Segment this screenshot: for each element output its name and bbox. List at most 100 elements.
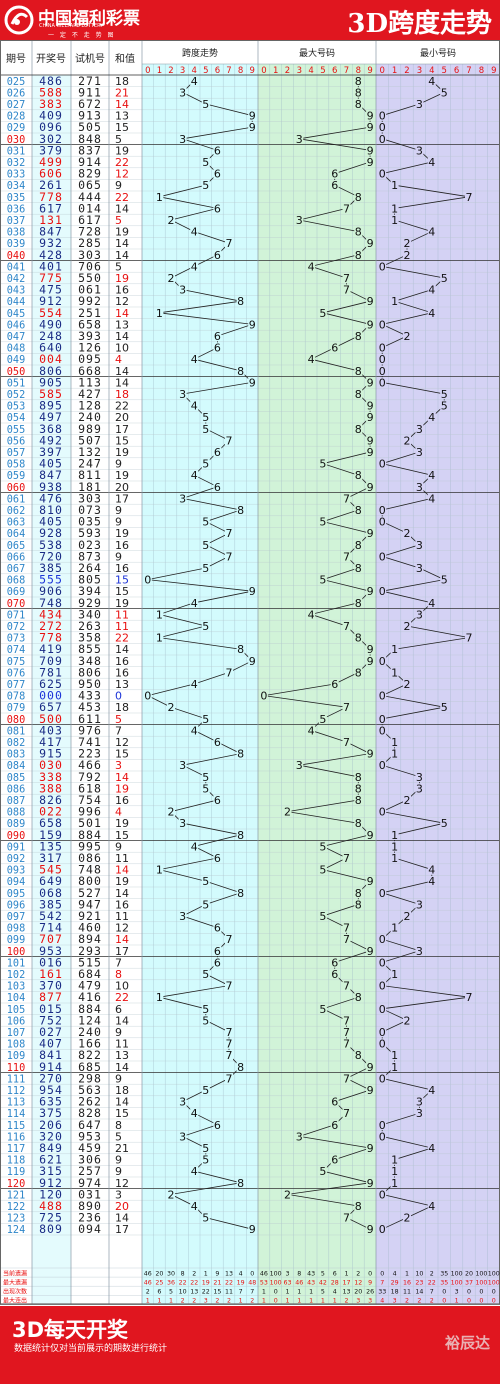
max-digit-mark: 5 (319, 1003, 326, 1016)
trial-number-cell: 453 (78, 700, 102, 714)
sum-cell: 19 (115, 446, 129, 459)
min-digit-mark: 1 (391, 748, 398, 761)
max-digit-mark: 6 (331, 342, 338, 355)
span-stat-value: 2 (181, 1298, 185, 1305)
sum-cell: 17 (115, 423, 129, 436)
period-cell: 119 (7, 1167, 25, 1178)
span-stat-value: 22 (179, 1279, 187, 1286)
trial-number-cell: 550 (78, 271, 102, 285)
draw-number-cell: 161 (39, 967, 63, 981)
period-cell: 083 (7, 750, 25, 761)
period-cell: 112 (7, 1086, 25, 1097)
span-digit-header: 3 (180, 66, 185, 76)
span-digit-mark: 3 (179, 133, 186, 146)
draw-number-cell: 720 (39, 549, 63, 563)
min-digit-mark: 3 (416, 782, 423, 795)
draw-number-cell: 635 (39, 1095, 63, 1109)
span-digit-mark: 5 (202, 516, 209, 529)
trial-number-cell: 128 (78, 399, 102, 413)
min-digit-mark: 0 (379, 980, 386, 993)
sum-cell: 18 (115, 701, 129, 714)
period-cell: 064 (7, 529, 25, 540)
min-digit-mark: 4 (428, 875, 435, 888)
sum-cell: 14 (115, 330, 129, 343)
trial-number-cell: 433 (78, 689, 102, 703)
max-digit-mark: 7 (343, 701, 350, 714)
span-stat-value: 2 (250, 1298, 254, 1305)
span-digit-mark: 5 (202, 1084, 209, 1097)
period-cell: 089 (7, 819, 25, 830)
period-cell: 043 (7, 286, 25, 297)
max-digit-mark: 9 (367, 144, 374, 157)
span-stat-value: 2 (227, 1298, 231, 1305)
period-cell: 091 (7, 842, 25, 853)
min-stat-value: 18 (391, 1289, 399, 1296)
period-cell: 088 (7, 808, 25, 819)
min-stat-value: 0 (479, 1289, 483, 1296)
max-digit-mark: 2 (284, 806, 291, 819)
sum-cell: 9 (115, 550, 122, 563)
min-stat-value: 100 (451, 1279, 463, 1286)
period-cell: 034 (7, 181, 25, 192)
min-stat-value: 4 (380, 1298, 384, 1305)
max-stat-value: 1 (285, 1298, 289, 1305)
span-stat-value: 36 (167, 1279, 175, 1286)
sum-cell: 14 (115, 237, 129, 250)
max-stat-value: 5 (321, 1270, 325, 1277)
sum-cell: 11 (115, 620, 129, 633)
span-stat-value: 1 (157, 1298, 161, 1305)
period-cell: 025 (7, 77, 25, 88)
min-stat-value: 3 (393, 1298, 397, 1305)
min-digit-mark: 0 (379, 1003, 386, 1016)
draw-number-cell: 383 (39, 97, 63, 111)
max-digit-mark: 8 (355, 86, 362, 99)
trial-number-cell: 728 (78, 225, 102, 239)
draw-number-cell: 649 (39, 874, 63, 888)
span-stat-value: 30 (167, 1270, 175, 1277)
draw-number-cell: 707 (39, 932, 63, 946)
draw-number-cell: 915 (39, 747, 63, 761)
span-stat-value: 1 (239, 1298, 243, 1305)
span-stat-value: 8 (181, 1270, 185, 1277)
max-digit-mark: 4 (308, 260, 315, 273)
max-digit-mark: 8 (355, 1200, 362, 1213)
max-digit-mark: 7 (343, 980, 350, 993)
span-digit-mark: 9 (249, 376, 256, 389)
draw-number-cell: 486 (39, 74, 63, 88)
draw-number-cell: 849 (39, 1141, 63, 1155)
draw-number-cell: 407 (39, 1037, 63, 1051)
max-stat-value: 2 (344, 1298, 348, 1305)
max-digit-mark: 8 (355, 1049, 362, 1062)
period-header: 期号 (6, 53, 26, 65)
min-digit-header: 2 (404, 66, 409, 76)
sum-cell: 18 (115, 1084, 129, 1097)
max-digit-mark: 8 (355, 782, 362, 795)
min-stat-value: 7 (430, 1289, 434, 1296)
trial-number-cell: 113 (78, 375, 102, 389)
span-stat-value: 19 (202, 1279, 210, 1286)
max-digit-mark: 7 (343, 550, 350, 563)
span-digit-mark: 5 (202, 875, 209, 888)
min-digit-mark: 1 (391, 840, 398, 853)
stat-label: 当前遗漏 (3, 1269, 27, 1277)
max-digit-mark: 9 (367, 945, 374, 958)
min-digit-mark: 0 (379, 1188, 386, 1201)
period-cell: 030 (7, 135, 25, 146)
min-digit-mark: 7 (466, 632, 473, 645)
max-digit-mark: 7 (343, 1072, 350, 1085)
sum-cell: 19 (115, 272, 129, 285)
max-digit-mark: 6 (331, 168, 338, 181)
max-stat-value: 46 (260, 1270, 268, 1277)
draw-number-cell: 490 (39, 317, 63, 331)
max-digit-mark: 9 (367, 748, 374, 761)
sum-cell: 14 (115, 933, 129, 946)
min-stat-value: 16 (403, 1279, 411, 1286)
span-digit-mark: 8 (237, 365, 244, 378)
max-digit-mark: 9 (367, 829, 374, 842)
span-stat-value: 2 (192, 1298, 196, 1305)
min-digit-mark: 0 (379, 550, 386, 563)
sum-cell: 14 (115, 643, 129, 656)
trial-number-cell: 303 (78, 491, 102, 505)
min-digit-mark: 1 (391, 922, 398, 935)
span-stat-value: 1 (204, 1270, 208, 1277)
